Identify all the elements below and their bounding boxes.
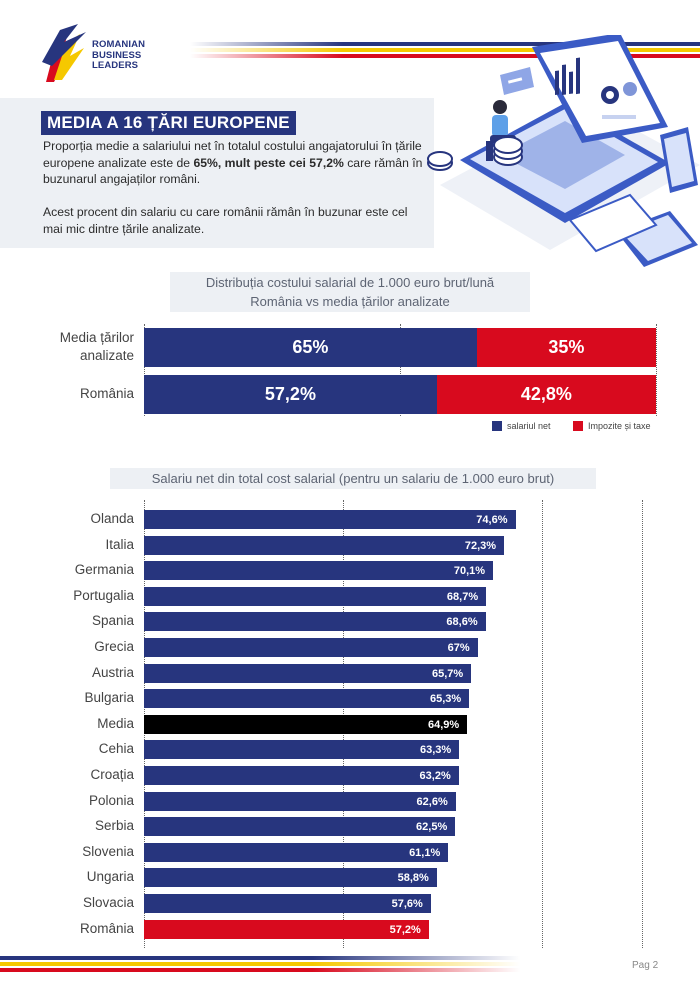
logo-text: ROMANIAN BUSINESS LEADERS [92,39,146,71]
chart2-title: Salariu net din total cost salarial (pen… [110,468,596,489]
legend-item-tax: Impozite și taxe [573,421,651,431]
chart2-category-label: Grecia [94,639,134,654]
chart2-category-label: Ungaria [86,869,134,884]
laptop-illustration-icon [427,35,700,267]
legend-swatch-net [492,421,502,431]
chart2-category-label: Polonia [88,793,134,808]
section-title: MEDIA A 16 ȚĂRI EUROPENE [41,111,296,135]
chart2-category-label: Spania [91,613,134,628]
legend-item-net: salariul net [492,421,551,431]
chart2-bar: 58,8% [144,868,437,887]
chart2-category-label: Olanda [90,511,134,526]
chart2-bar: 62,6% [144,792,456,811]
chart2-category-label: Media [97,716,134,731]
chart1-category-label: Media țărilor analizate [59,330,134,363]
intro-paragraph-2: Acest procent din salariu cu care români… [43,205,408,236]
chart2-bar: 72,3% [144,536,505,555]
chart1-gridline [400,324,401,416]
chart2-bar: 65,7% [144,664,472,683]
chart2-category-label: Germania [74,562,134,577]
chart1-title: Distribuția costului salarial de 1.000 e… [170,272,530,312]
header-stripes [190,42,700,62]
chart2-gridline [642,500,643,948]
legend-swatch-tax [573,421,583,431]
chart2-category-label: Bulgaria [84,690,134,705]
chart2-bar: 74,6% [144,510,516,529]
chart1-bar-segment: 57,2% [144,375,437,414]
chart2-bar: 64,9% [144,715,468,734]
chart2-bar: 62,5% [144,817,456,836]
intro-paragraph-1: Proporția medie a salariului net în tota… [43,139,423,186]
chart1-bar-segment: 65% [144,328,477,367]
chart2-category-label: Slovenia [82,844,134,859]
chart2-category-label: Serbia [94,818,134,833]
chart2-bar: 68,6% [144,612,486,631]
chart1-gridline [656,324,657,416]
chart2-bar: 70,1% [144,561,494,580]
logo: ROMANIAN BUSINESS LEADERS [40,22,170,86]
footer-stripes [0,956,520,976]
chart2-gridline [542,500,543,948]
chart1-gridline [144,324,145,416]
chart2-category-label: Slovacia [82,895,134,910]
chart2-category-label: Austria [91,665,134,680]
chart2-bar: 61,1% [144,843,449,862]
chart2-bar: 63,2% [144,766,459,785]
chart1-bar-segment: 35% [476,328,656,367]
chart2-bar: 65,3% [144,689,470,708]
chart2-bar: 57,6% [144,894,431,913]
chart2-category-label: România [79,921,134,936]
logo-mark-icon [42,24,86,82]
chart2-category-label: Portugalia [73,588,134,603]
chart1-bar-segment: 42,8% [436,375,656,414]
page-number: Pag 2 [632,960,659,971]
chart1-category-label: România [79,386,134,401]
chart2-bar: 68,7% [144,587,487,606]
chart2-bar: 63,3% [144,740,460,759]
chart2-category-label: Croația [90,767,134,782]
chart2-category-label: Italia [105,537,134,552]
chart2-bar: 67% [144,638,478,657]
chart2-category-label: Cehia [98,741,134,756]
chart2-bar: 57,2% [144,920,429,939]
